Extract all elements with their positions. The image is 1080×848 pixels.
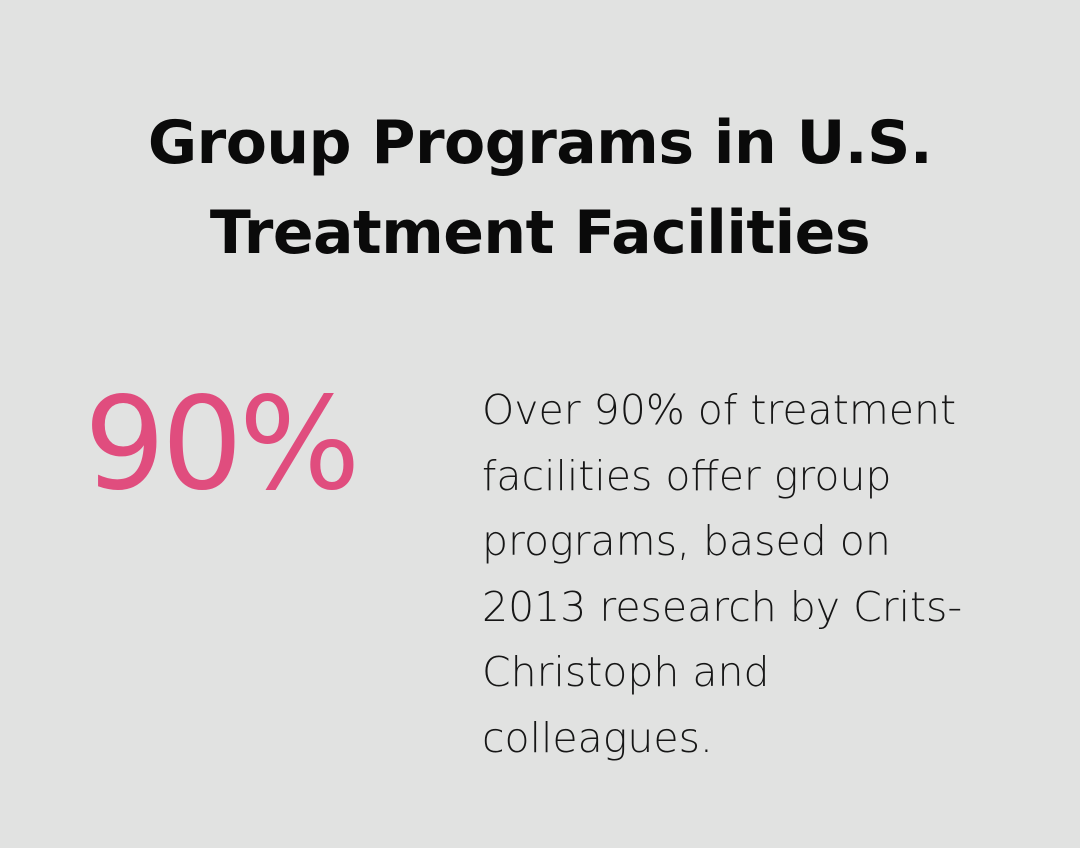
title-line-1: Group Programs in U.S. xyxy=(147,108,933,178)
description-line-3: programs, based on xyxy=(482,517,891,565)
stat-value: 90% xyxy=(84,370,360,519)
stat-description: Over 90% of treatment facilities offer g… xyxy=(482,378,1042,771)
page-title: Group Programs in U.S. Treatment Facilit… xyxy=(0,98,1080,278)
description-line-6: colleagues. xyxy=(482,713,713,762)
description-line-5: Christoph and xyxy=(482,648,770,696)
description-line-1: Over 90% of treatment xyxy=(482,386,957,434)
description-line-2: facilities offer group xyxy=(482,451,892,500)
description-line-4: 2013 research by Crits- xyxy=(482,582,963,631)
title-line-2: Treatment Facilities xyxy=(209,198,871,268)
